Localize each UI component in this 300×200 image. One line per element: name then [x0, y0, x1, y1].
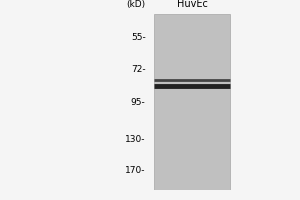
Text: 55-: 55-: [131, 33, 146, 42]
Text: 130-: 130-: [125, 135, 146, 144]
Text: 170-: 170-: [125, 166, 146, 175]
Bar: [154, 14, 230, 190]
Text: HuvEc: HuvEc: [177, 0, 208, 9]
Text: 72-: 72-: [131, 65, 146, 74]
Text: 95-: 95-: [131, 98, 146, 107]
Text: (kD): (kD): [127, 0, 146, 9]
